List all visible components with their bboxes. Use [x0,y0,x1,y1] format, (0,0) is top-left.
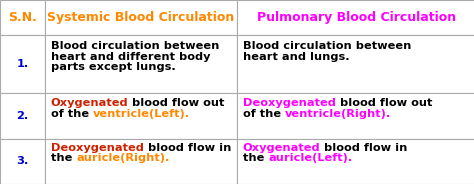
Text: auricle(Left).: auricle(Left). [268,153,352,163]
Text: the: the [51,153,76,163]
Text: ventricle(Right).: ventricle(Right). [285,109,391,118]
Text: heart and lungs.: heart and lungs. [243,52,349,61]
Text: Blood circulation between: Blood circulation between [243,41,411,51]
Text: Blood circulation between: Blood circulation between [51,41,219,51]
Text: blood flow out: blood flow out [336,98,432,108]
Text: Oxygenated: Oxygenated [51,98,128,108]
Text: of the: of the [243,109,285,118]
Bar [0,93,45,139]
Bar [45,0,237,35]
Bar [45,139,237,184]
Bar [237,139,474,184]
Text: S.N.: S.N. [8,11,37,24]
Bar [0,35,45,93]
Text: heart and different body: heart and different body [51,52,210,61]
Bar [0,139,45,184]
Bar [237,93,474,139]
Text: Systemic Blood Circulation: Systemic Blood Circulation [47,11,235,24]
Text: Oxygenated: Oxygenated [243,143,320,153]
Text: auricle(Right).: auricle(Right). [76,153,170,163]
Text: 3.: 3. [16,156,29,167]
Text: ventricle(Left).: ventricle(Left). [93,109,190,118]
Bar [0,0,45,35]
Text: blood flow in: blood flow in [320,143,408,153]
Text: Deoxygenated: Deoxygenated [51,143,144,153]
Text: of the: of the [51,109,93,118]
Text: Pulmonary Blood Circulation: Pulmonary Blood Circulation [257,11,456,24]
Text: blood flow out: blood flow out [128,98,225,108]
Bar [237,35,474,93]
Text: the: the [243,153,268,163]
Text: blood flow in: blood flow in [144,143,231,153]
Bar [45,93,237,139]
Text: parts except lungs.: parts except lungs. [51,62,175,72]
Text: Deoxygenated: Deoxygenated [243,98,336,108]
Text: 1.: 1. [17,59,28,69]
Bar [237,0,474,35]
Bar [45,35,237,93]
Text: 2.: 2. [17,111,28,121]
